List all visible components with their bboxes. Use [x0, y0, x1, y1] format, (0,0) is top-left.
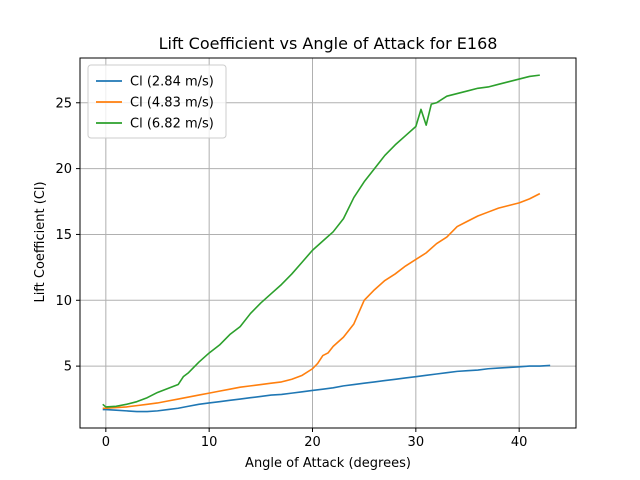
- y-axis-label: Lift Coefficient (Cl): [33, 181, 48, 302]
- chart-title: Lift Coefficient vs Angle of Attack for …: [159, 34, 498, 53]
- gridlines: [80, 58, 576, 428]
- legend-box: [87, 64, 227, 139]
- x-tick-label: 0: [102, 435, 110, 450]
- x-tick-label: 30: [408, 435, 425, 450]
- x-tick-label: 10: [201, 435, 218, 450]
- y-tick-label: 5: [64, 360, 72, 375]
- y-tick-label: 15: [55, 228, 72, 243]
- legend-label-2: Cl (4.83 m/s): [130, 96, 214, 111]
- legend-label-3: Cl (6.82 m/s): [130, 117, 214, 132]
- y-tick-label: 20: [55, 162, 72, 177]
- series-line-2: [102, 192, 541, 410]
- plot-frame: [79, 57, 577, 429]
- x-tick-label: 20: [304, 435, 321, 450]
- y-tick-label: 25: [55, 96, 72, 111]
- axis-ticks: 0 10 20 30 40 5 10 15 20 25: [55, 96, 527, 450]
- y-tick-label: 10: [55, 294, 72, 309]
- x-tick-label: 40: [511, 435, 528, 450]
- x-axis-label: Angle of Attack (degrees): [245, 456, 411, 471]
- series-line-1: [102, 364, 551, 413]
- legend: Cl (2.84 m/s) Cl (4.83 m/s) Cl (6.82 m/s): [87, 64, 227, 139]
- series-line-3: [102, 74, 540, 408]
- series-lines: [102, 74, 551, 413]
- legend-label-1: Cl (2.84 m/s): [130, 75, 214, 90]
